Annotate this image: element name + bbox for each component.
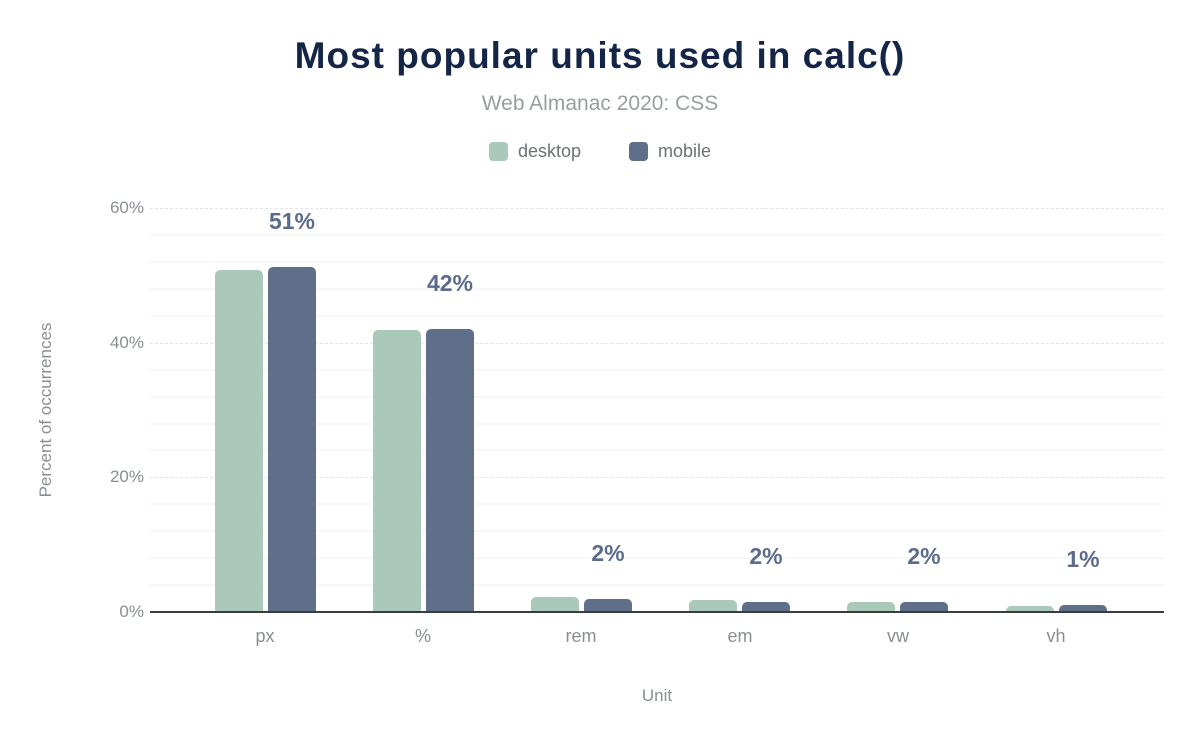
bar-mobile-vh [1059,605,1107,612]
bar-mobile-vw [900,602,948,612]
major-gridline [150,208,1164,209]
minor-gridline [150,261,1164,263]
major-gridline [150,477,1164,478]
y-tick-label: 40% [109,333,144,352]
minor-gridline [150,315,1164,317]
data-label-rem: 2% [591,540,625,566]
legend-item-desktop[interactable]: desktop [488,141,581,161]
x-tick-label-em: em [727,626,753,646]
x-axis-line [150,611,1164,613]
y-tick-label: 0% [119,602,144,621]
y-tick-label: 60% [109,198,144,217]
x-tick-label-px: px [255,626,275,646]
legend: desktop mobile [0,142,1200,161]
chart-subtitle: Web Almanac 2020: CSS [481,92,719,115]
x-tick-label-rem: rem [565,626,597,646]
major-gridline [150,343,1164,344]
bar-desktop-% [373,330,421,612]
y-tick-label: 20% [109,467,144,486]
bar-desktop-vh [1006,606,1054,612]
x-tick-label-%: % [414,626,431,646]
data-label-vh: 1% [1066,546,1100,572]
data-label-px: 51% [268,208,316,234]
chart-title: Most popular units used in calc() [294,35,906,76]
bar-mobile-px [268,267,316,612]
x-axis-title: Unit [641,686,673,705]
minor-gridline [150,557,1164,559]
minor-gridline [150,503,1164,505]
bar-mobile-em [742,602,790,612]
x-tick-label-vw: vw [887,626,909,646]
minor-gridline [150,396,1164,398]
desktop-swatch-icon [488,142,508,161]
legend-item-mobile[interactable]: mobile [629,142,711,161]
minor-gridline [150,288,1164,290]
legend-label-mobile: mobile [658,141,712,161]
minor-gridline [150,369,1164,371]
bar-mobile-% [426,329,474,612]
x-tick-label-vh: vh [1046,626,1066,646]
mobile-swatch-icon [629,142,648,161]
minor-gridline [150,530,1164,532]
data-label-%: 42% [426,270,474,296]
minor-gridline [150,449,1164,451]
bar-desktop-rem [531,597,579,612]
bar-mobile-rem [584,599,632,612]
minor-gridline [150,584,1164,586]
bar-desktop-vw [847,602,895,612]
data-label-em: 2% [749,543,783,569]
bar-desktop-em [689,600,737,612]
minor-gridline [150,423,1164,425]
data-label-vw: 2% [907,543,941,569]
bar-desktop-px [215,270,263,612]
minor-gridline [150,234,1164,236]
legend-label-desktop: desktop [517,141,581,161]
